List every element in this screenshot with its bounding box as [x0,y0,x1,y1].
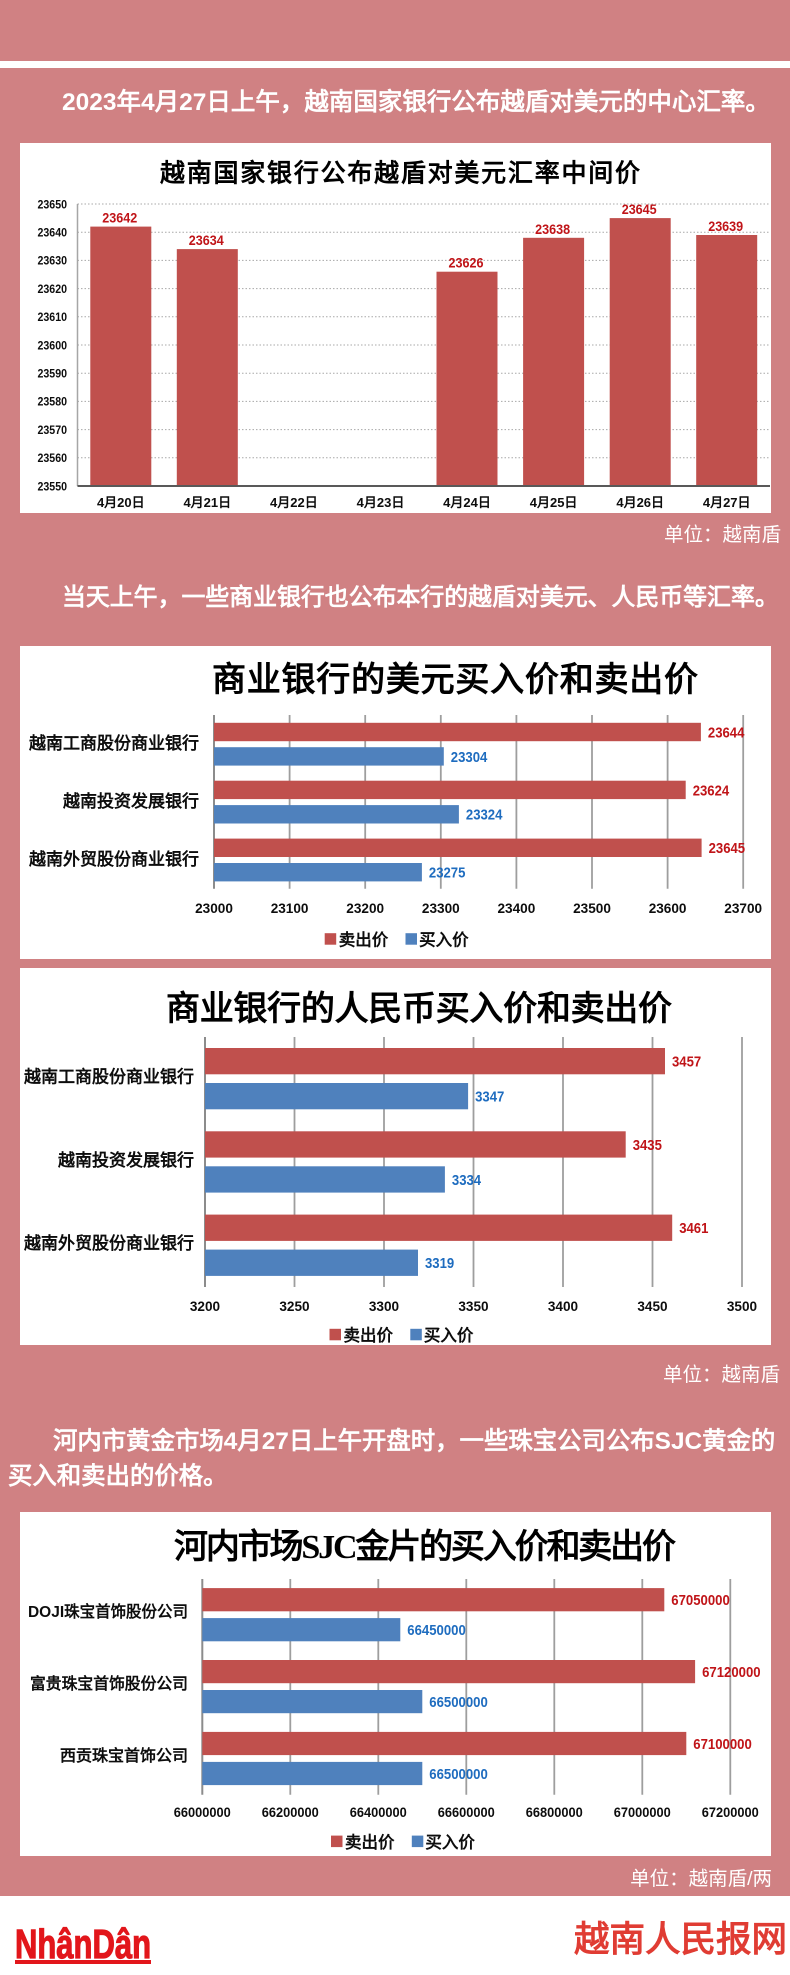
svg-text:3350: 3350 [458,1299,488,1314]
svg-text:23304: 23304 [451,749,488,766]
svg-text:4月21日: 4月21日 [183,495,231,510]
svg-text:越南工商股份商业银行: 越南工商股份商业银行 [23,1067,194,1087]
svg-text:越南外贸股份商业银行: 越南外贸股份商业银行 [28,849,199,869]
svg-text:4月24日: 4月24日 [443,495,491,510]
svg-text:23645: 23645 [709,840,746,857]
svg-text:66450000: 66450000 [407,1622,466,1639]
svg-text:3457: 3457 [672,1054,701,1071]
svg-text:23640: 23640 [38,226,68,240]
svg-text:3334: 3334 [452,1172,482,1189]
svg-text:越南投资发展银行: 越南投资发展银行 [62,791,199,811]
svg-text:23630: 23630 [38,254,68,268]
svg-text:23590: 23590 [38,367,68,381]
svg-text:23642: 23642 [102,210,137,226]
svg-text:3435: 3435 [633,1137,662,1154]
svg-text:4月25日: 4月25日 [530,495,578,510]
svg-text:23200: 23200 [346,901,384,916]
svg-text:买入价: 买入价 [419,931,469,950]
svg-text:23645: 23645 [622,201,657,217]
svg-text:23600: 23600 [649,901,687,916]
svg-text:23324: 23324 [466,807,503,824]
svg-text:富贵珠宝首饰股份公司: 富贵珠宝首饰股份公司 [30,1674,188,1693]
svg-text:4月20日: 4月20日 [97,495,145,510]
svg-text:23638: 23638 [535,221,570,237]
svg-text:商业银行的美元买入价和卖出价: 商业银行的美元买入价和卖出价 [212,661,698,699]
svg-text:3200: 3200 [190,1299,220,1314]
svg-text:4月26日: 4月26日 [616,495,664,510]
svg-text:买入价: 买入价 [425,1833,475,1852]
svg-text:23620: 23620 [38,282,68,296]
svg-text:23400: 23400 [497,901,535,916]
svg-text:卖出价: 卖出价 [344,1325,394,1345]
svg-text:卖出价: 卖出价 [339,930,389,950]
svg-text:23610: 23610 [38,310,68,324]
svg-text:3400: 3400 [548,1299,578,1314]
svg-text:66400000: 66400000 [350,1805,407,1820]
svg-text:23100: 23100 [271,901,309,916]
svg-text:商业银行的人民币买入价和卖出价: 商业银行的人民币买入价和卖出价 [166,990,672,1028]
svg-text:66500000: 66500000 [429,1694,488,1711]
svg-text:66800000: 66800000 [526,1805,583,1820]
svg-text:3347: 3347 [475,1089,504,1106]
svg-text:23634: 23634 [189,232,224,248]
svg-text:66000000: 66000000 [174,1805,231,1820]
svg-text:3450: 3450 [637,1299,667,1314]
svg-text:67120000: 67120000 [702,1664,761,1681]
svg-text:67200000: 67200000 [702,1805,759,1820]
svg-text:卖出价: 卖出价 [345,1832,395,1852]
svg-text:DOJI珠宝首饰股份公司: DOJI珠宝首饰股份公司 [28,1602,188,1621]
svg-text:西贡珠宝首饰公司: 西贡珠宝首饰公司 [60,1746,188,1765]
svg-text:23639: 23639 [708,218,743,234]
svg-text:23550: 23550 [38,479,68,493]
svg-text:4月22日: 4月22日 [270,495,318,510]
svg-text:23580: 23580 [38,395,68,409]
svg-text:23500: 23500 [573,901,611,916]
svg-text:23560: 23560 [38,451,68,465]
svg-text:3300: 3300 [369,1299,399,1314]
svg-text:23700: 23700 [724,901,762,916]
svg-text:3319: 3319 [425,1255,454,1272]
svg-text:66200000: 66200000 [262,1805,319,1820]
svg-text:23626: 23626 [449,255,484,271]
svg-text:23570: 23570 [38,423,68,437]
svg-text:23000: 23000 [195,901,233,916]
svg-text:23624: 23624 [693,782,730,799]
svg-text:3500: 3500 [727,1299,757,1314]
svg-text:23275: 23275 [429,865,466,882]
svg-text:越南投资发展银行: 越南投资发展银行 [57,1150,194,1170]
svg-text:66600000: 66600000 [438,1805,495,1820]
svg-text:河内市场SJC金片的买入价和卖出价: 河内市场SJC金片的买入价和卖出价 [174,1527,676,1566]
svg-text:3250: 3250 [279,1299,309,1314]
svg-text:买入价: 买入价 [424,1326,474,1345]
svg-text:23644: 23644 [708,724,745,741]
svg-text:越南外贸股份商业银行: 越南外贸股份商业银行 [23,1233,194,1253]
svg-text:23300: 23300 [422,901,460,916]
svg-text:3461: 3461 [679,1220,708,1237]
svg-text:4月23日: 4月23日 [357,495,405,510]
svg-text:67100000: 67100000 [693,1736,752,1753]
svg-text:66500000: 66500000 [429,1766,488,1783]
svg-text:越南工商股份商业银行: 越南工商股份商业银行 [28,733,199,753]
svg-text:23650: 23650 [38,197,68,211]
svg-text:越南国家银行公布越盾对美元汇率中间价: 越南国家银行公布越盾对美元汇率中间价 [160,159,641,188]
svg-text:23600: 23600 [38,338,68,352]
svg-text:67050000: 67050000 [671,1592,730,1609]
svg-text:4月27日: 4月27日 [703,495,751,510]
svg-text:67000000: 67000000 [614,1805,671,1820]
